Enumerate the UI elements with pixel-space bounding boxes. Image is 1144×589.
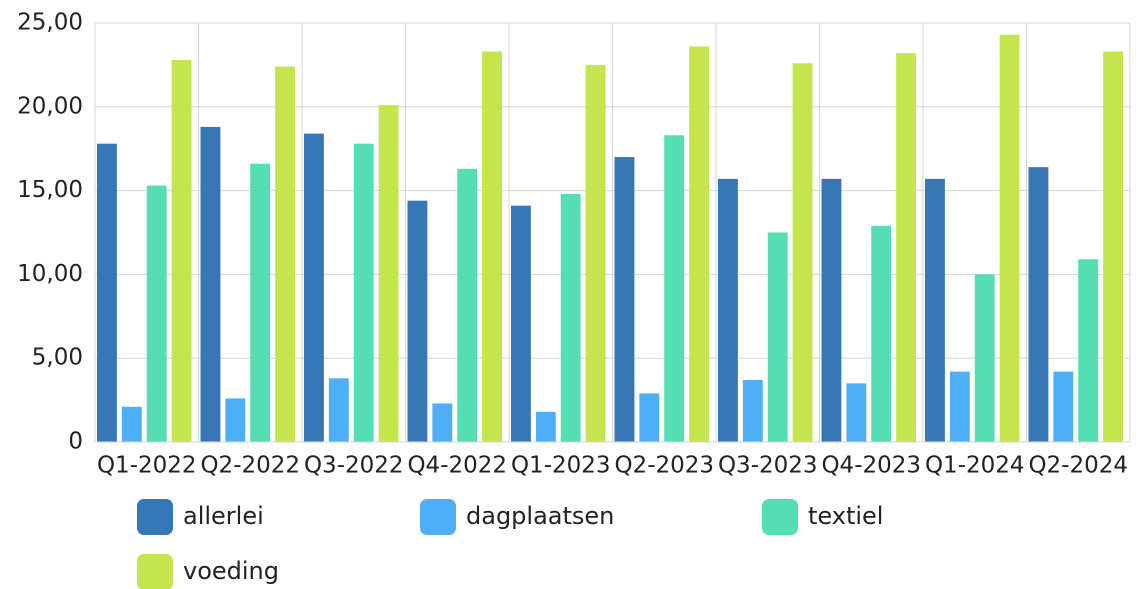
bar [639,393,660,442]
y-tick-label: 25,00 [17,10,83,36]
x-tick-label: Q1-2023 [511,453,611,479]
x-tick-label: Q4-2023 [821,453,921,479]
legend-swatch [137,554,173,589]
x-tick-label: Q2-2022 [200,453,300,479]
bar [974,274,995,442]
bar [328,378,349,442]
bar [1103,51,1123,442]
bar [482,51,502,442]
x-tick-label: Q1-2022 [97,453,197,479]
legend-label: dagplaatsen [466,502,614,530]
bar [250,163,271,442]
bar [560,193,581,442]
bar [97,143,117,442]
x-tick-label: Q4-2022 [407,453,507,479]
bar [821,178,842,443]
bar [304,133,324,442]
bar [664,135,685,443]
bar [792,63,813,442]
bar [718,178,738,443]
x-tick-label: Q1-2024 [925,453,1025,479]
bar [896,53,916,442]
y-tick-label: 15,00 [17,177,83,203]
bar [949,371,970,442]
x-tick-label: Q3-2022 [304,453,404,479]
bar [121,406,142,442]
legend-label: allerlei [183,502,264,530]
bar [742,379,763,442]
bar [585,64,606,443]
x-tick-label: Q2-2023 [614,453,714,479]
bar [871,225,892,442]
bar [999,34,1020,443]
bar [171,59,192,442]
bar [200,126,221,443]
y-tick-label: 5,00 [32,345,83,371]
bar [432,403,453,442]
x-tick-label: Q2-2024 [1028,453,1128,479]
bar [689,46,709,443]
bar [511,205,531,442]
bar [1078,259,1099,442]
bar [767,232,788,442]
x-tick-label: Q3-2023 [718,453,818,479]
legend-swatch [137,499,173,535]
bar [925,178,945,443]
bar [146,185,167,442]
y-tick-label: 0 [68,429,83,455]
bar [535,411,556,442]
bar [1028,167,1049,443]
y-tick-label: 20,00 [17,93,83,119]
legend-swatch [420,499,456,535]
legend-label: voeding [183,557,279,585]
bar [275,66,295,443]
legend-label: textiel [808,502,883,530]
bar [457,168,478,442]
bar [1053,371,1074,442]
bar [353,143,374,442]
bar [407,200,428,442]
legend-swatch [762,499,798,535]
bar [225,398,246,442]
bar [846,383,867,442]
bar [378,105,399,443]
bar [614,157,635,442]
y-tick-label: 10,00 [17,261,83,287]
